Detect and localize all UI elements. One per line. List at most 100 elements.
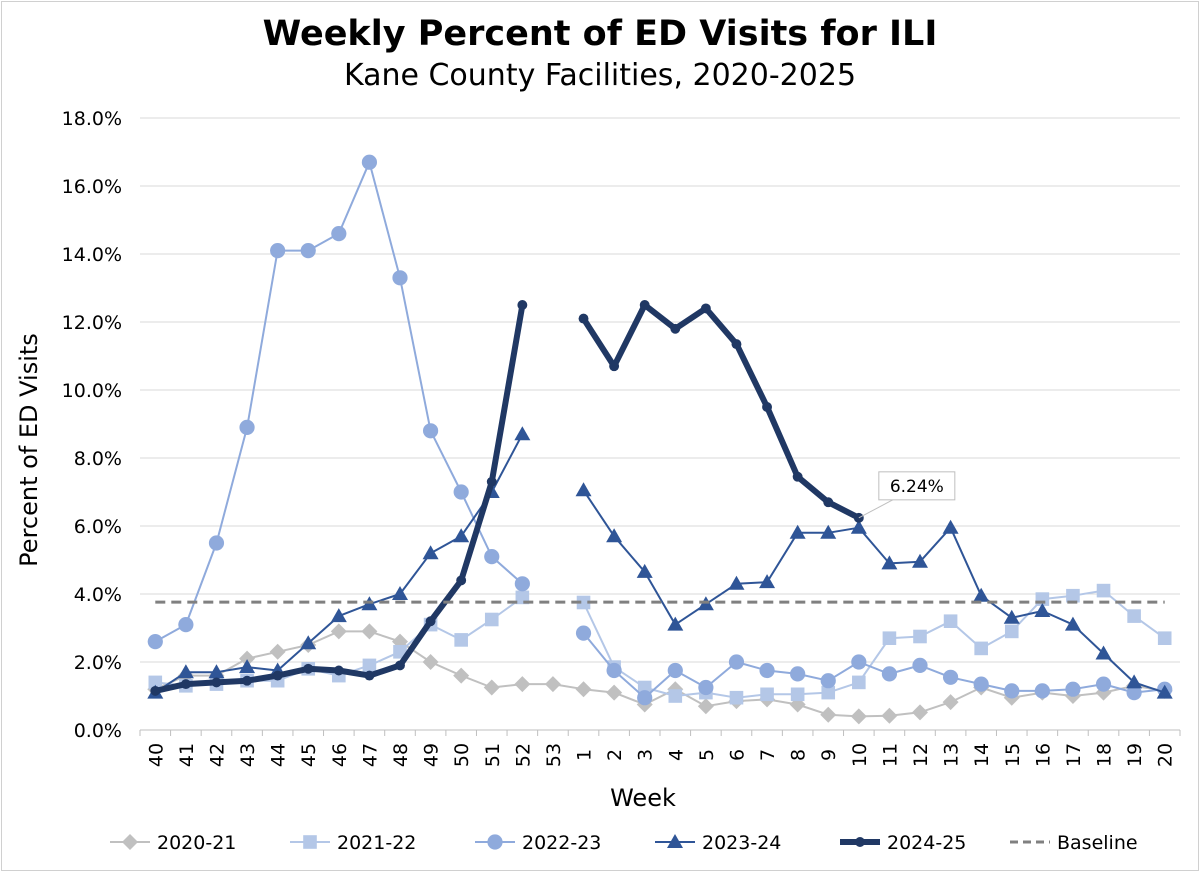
data-point [422, 654, 439, 670]
data-point [820, 673, 836, 689]
data-point [942, 694, 959, 711]
annotations: 6.24% [858, 471, 956, 519]
data-point [303, 835, 317, 849]
data-point [881, 666, 898, 682]
data-point [575, 625, 592, 641]
data-point [1126, 674, 1143, 689]
x-tick-label: 15 [1002, 743, 1024, 767]
data-point [973, 587, 990, 602]
data-point [1003, 609, 1020, 624]
data-point [729, 690, 744, 705]
data-point [514, 576, 530, 592]
data-point [483, 679, 500, 696]
x-tick-label: 43 [237, 743, 259, 767]
data-point [850, 708, 867, 725]
data-point [974, 641, 988, 656]
data-point [637, 690, 653, 706]
data-point [425, 616, 436, 627]
data-point [122, 834, 138, 850]
x-tick-label: 50 [451, 743, 473, 767]
data-point [422, 545, 439, 560]
annotation-leader [858, 499, 894, 519]
data-point [1157, 631, 1172, 645]
legend-label: 2020-21 [157, 832, 236, 854]
legend-item-2020-21: 2020-21 [110, 832, 236, 854]
x-tick-label: 41 [176, 743, 198, 767]
data-point [484, 549, 500, 565]
data-point [637, 680, 652, 695]
annotation-box [878, 471, 956, 501]
x-tick-label: 1 [574, 749, 596, 761]
data-point [392, 270, 408, 286]
x-tick-label: 19 [1124, 743, 1146, 767]
data-point [913, 629, 927, 644]
data-point [147, 634, 163, 650]
data-point [973, 676, 989, 692]
data-point [1095, 676, 1112, 692]
legend-label: Baseline [1057, 832, 1138, 854]
series-2020-21 [147, 623, 1173, 725]
x-tick-label: 42 [206, 743, 228, 767]
data-point [239, 419, 255, 435]
data-point [208, 664, 225, 679]
data-point [881, 555, 898, 570]
legend-label: 2023-24 [702, 832, 781, 854]
data-point [362, 658, 377, 673]
x-tick-label: 10 [849, 743, 871, 767]
data-point [487, 834, 503, 850]
data-point [882, 631, 897, 645]
data-point [912, 704, 928, 721]
data-point [820, 524, 837, 539]
chart-title: Weekly Percent of ED Visits for ILI [262, 14, 938, 54]
data-point [486, 476, 497, 487]
x-tick-label: 11 [879, 743, 901, 767]
x-tick-label: 2 [604, 749, 626, 761]
legend-item-2021-22: 2021-22 [290, 832, 416, 854]
data-point [697, 698, 714, 715]
data-point [942, 669, 959, 685]
data-point [330, 623, 347, 640]
data-point [760, 687, 774, 702]
data-point [1034, 683, 1050, 699]
data-point [1156, 684, 1173, 699]
data-point [943, 614, 958, 628]
data-point [544, 676, 561, 693]
data-point [700, 303, 711, 314]
data-point [239, 650, 256, 667]
data-point [821, 685, 836, 700]
data-point [912, 553, 928, 568]
data-point [208, 535, 225, 551]
data-point [1004, 683, 1020, 699]
series-2021-22 [148, 583, 1172, 705]
data-point [1004, 624, 1019, 639]
x-tick-label: 45 [298, 743, 320, 767]
data-point [364, 670, 375, 681]
chart-subtitle: Kane County Facilities, 2020-2025 [343, 58, 857, 93]
data-point [789, 524, 806, 539]
x-tick-label: 16 [1032, 743, 1054, 767]
data-point [606, 662, 622, 679]
series-2023-24 [147, 426, 1173, 699]
data-point [575, 482, 592, 497]
data-point [820, 706, 837, 723]
data-point [1095, 645, 1112, 660]
data-point [792, 471, 803, 482]
data-point [790, 687, 805, 702]
annotation-label: 6.24% [890, 477, 944, 497]
data-point [670, 323, 681, 334]
x-tick-label: 12 [910, 743, 932, 767]
series-group [147, 154, 1173, 725]
data-point [850, 519, 867, 534]
x-tick-label: 13 [941, 743, 963, 767]
x-tick-label: 46 [329, 743, 351, 767]
y-axis-ticks: 0.0% 2.0% 4.0% 6.0% 8.0% 10.0% 12.0% 14.0% 16.0%… [62, 108, 122, 742]
data-point [514, 426, 531, 441]
data-point [668, 689, 683, 703]
y-tick-label: 16.0% [62, 176, 122, 198]
x-tick-label: 14 [971, 743, 993, 767]
data-point [609, 361, 620, 372]
data-point [395, 660, 405, 671]
data-point [1126, 685, 1142, 701]
data-point [912, 657, 928, 674]
